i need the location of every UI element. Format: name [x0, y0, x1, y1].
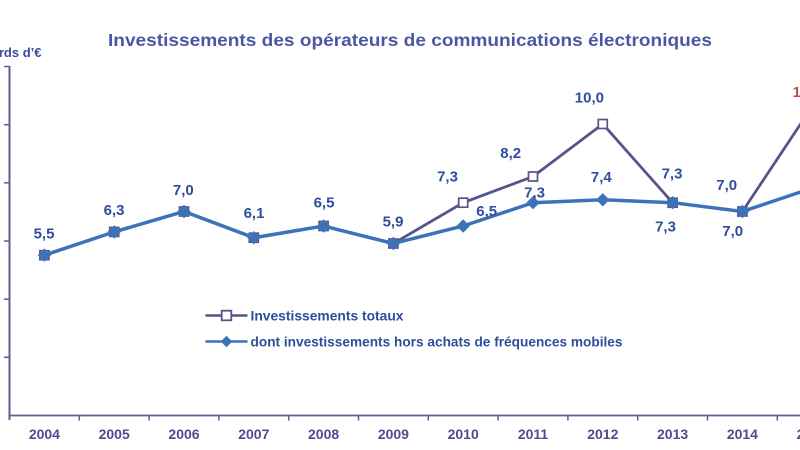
svg-text:6,1: 6,1	[244, 205, 265, 222]
svg-text:2015: 2015	[797, 426, 800, 442]
svg-text:2014: 2014	[727, 426, 758, 442]
svg-text:5,5: 5,5	[34, 226, 55, 243]
svg-text:2009: 2009	[378, 426, 409, 442]
svg-text:2004: 2004	[29, 426, 60, 442]
svg-text:7,0: 7,0	[722, 223, 743, 240]
svg-text:2012: 2012	[587, 426, 618, 442]
svg-text:2007: 2007	[238, 426, 269, 442]
svg-text:10,6: 10,6	[793, 84, 800, 101]
svg-text:6,5: 6,5	[476, 203, 497, 220]
svg-text:7,3: 7,3	[524, 185, 545, 202]
svg-text:6,3: 6,3	[104, 202, 125, 219]
svg-text:dont investissements hors acha: dont investissements hors achats de fréq…	[251, 335, 623, 350]
svg-text:2006: 2006	[168, 426, 199, 442]
svg-text:7,3: 7,3	[662, 166, 683, 183]
svg-text:7,3: 7,3	[655, 219, 676, 236]
svg-text:2010: 2010	[448, 426, 479, 442]
svg-text:5,9: 5,9	[383, 213, 404, 230]
svg-text:7,3: 7,3	[437, 169, 458, 186]
svg-text:2005: 2005	[99, 426, 130, 442]
svg-text:8,2: 8,2	[500, 145, 521, 162]
svg-text:2013: 2013	[657, 426, 688, 442]
svg-text:Investissements des opérateurs: Investissements des opérateurs de commun…	[108, 30, 712, 50]
svg-text:Milliards d’€: Milliards d’€	[0, 45, 42, 60]
svg-text:2008: 2008	[308, 426, 339, 442]
svg-text:7,0: 7,0	[173, 182, 194, 199]
svg-text:6,5: 6,5	[314, 195, 335, 212]
svg-text:10,0: 10,0	[575, 90, 604, 107]
svg-text:Investissements totaux: Investissements totaux	[251, 309, 404, 324]
svg-text:2011: 2011	[518, 426, 549, 442]
svg-text:7,0: 7,0	[716, 177, 737, 194]
svg-text:7,4: 7,4	[591, 169, 613, 186]
